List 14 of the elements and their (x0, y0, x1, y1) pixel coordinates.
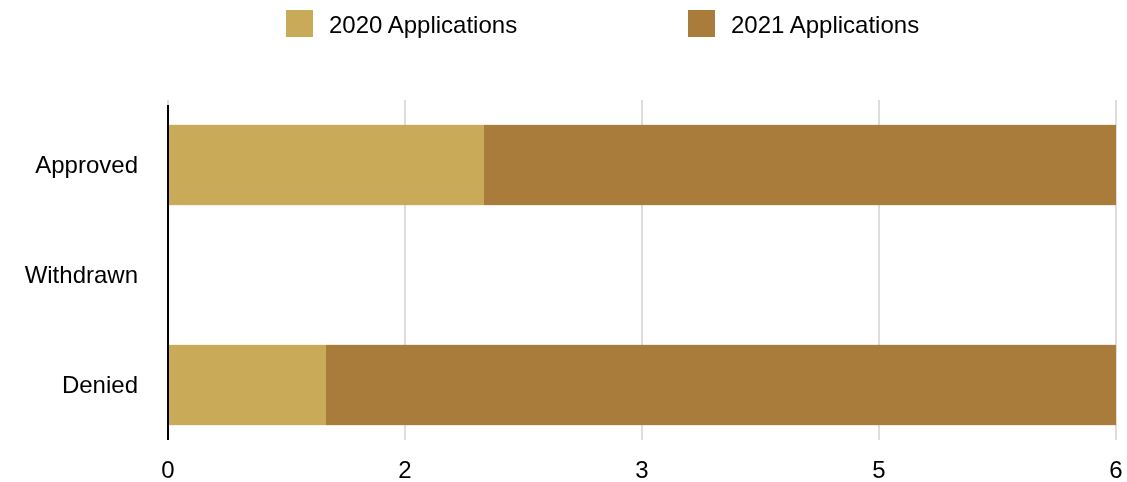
legend-label: 2021 Applications (731, 11, 920, 38)
bar (326, 344, 1116, 426)
x-tick-label: 3 (635, 456, 649, 482)
x-tick-label: 5 (872, 456, 886, 482)
bar (484, 124, 1116, 206)
x-tick-label: 6 (1109, 456, 1123, 482)
y-tick-label: Approved (35, 151, 138, 178)
y-tick-label: Denied (61, 371, 138, 398)
legend-label: 2020 Applications (329, 11, 518, 38)
bar (168, 124, 484, 206)
bar (168, 344, 326, 426)
x-tick-label: 0 (161, 456, 175, 482)
x-tick-label: 2 (398, 456, 412, 482)
y-tick-label: Withdrawn (24, 261, 138, 288)
